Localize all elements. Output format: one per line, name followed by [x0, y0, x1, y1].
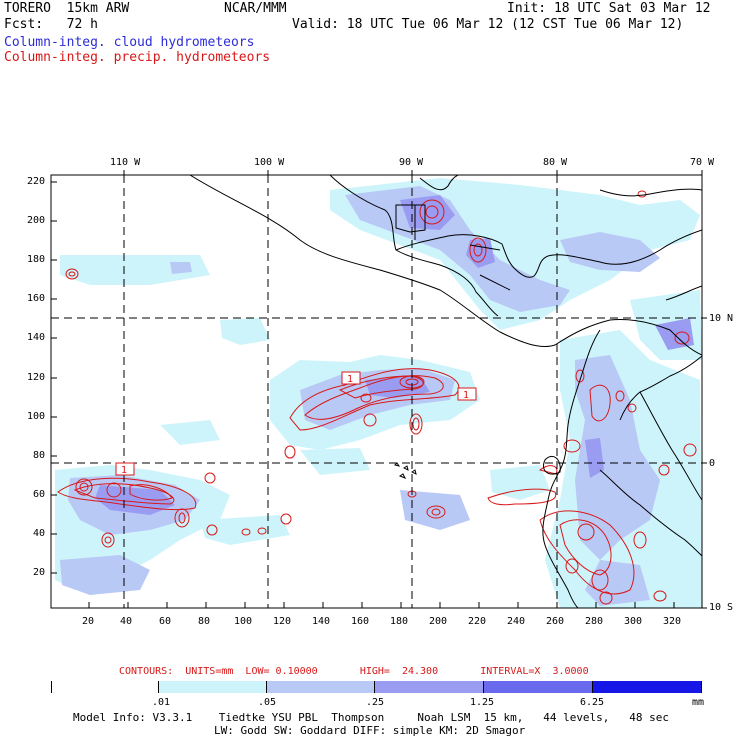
y-tick-80: 80 [33, 450, 46, 461]
x-tick-320: 320 [663, 616, 682, 627]
contour-label-2: 1 [463, 390, 469, 401]
x-tick-180: 180 [390, 616, 409, 627]
x-tick-200: 200 [429, 616, 448, 627]
lat-label-10n: 10 N [709, 313, 734, 324]
colorbar-bin-4 [484, 681, 593, 693]
colorbar-label-1: .05 [258, 697, 277, 708]
colorbar-bin-0 [52, 681, 159, 693]
model-info-line2: LW: Godd SW: Goddard DIFF: simple KM: 2D… [214, 724, 526, 737]
y-tick-20: 20 [33, 567, 46, 578]
lon-label-100w: 100 W [254, 157, 285, 168]
colorbar-label-3: 1.25 [470, 697, 495, 708]
org-label: NCAR/MMM [224, 1, 287, 16]
y-tick-180: 180 [27, 254, 46, 265]
colorbar-label-4: 6.25 [580, 697, 605, 708]
lon-label-90w: 90 W [399, 157, 424, 168]
y-tick-120: 120 [27, 372, 46, 383]
contour-labels: 1 1 1 [115, 371, 477, 476]
colorbar-bin-1 [159, 681, 267, 693]
contour-label-3: 1 [121, 465, 127, 476]
x-tick-100: 100 [234, 616, 253, 627]
lon-label-110w: 110 W [110, 157, 141, 168]
x-tick-140: 140 [312, 616, 331, 627]
coastlines [189, 175, 702, 608]
x-tick-60: 60 [159, 616, 172, 627]
x-tick-300: 300 [624, 616, 643, 627]
valid-time: Valid: 18 UTC Tue 06 Mar 12 (12 CST Tue … [292, 17, 684, 32]
axis-ticks [51, 170, 707, 609]
y-tick-220: 220 [27, 176, 46, 187]
x-tick-120: 120 [273, 616, 292, 627]
x-tick-20: 20 [82, 616, 95, 627]
y-tick-60: 60 [33, 489, 46, 500]
forecast-hour: Fcst: 72 h [4, 17, 98, 32]
lon-label-70w: 70 W [690, 157, 715, 168]
colorbar-unit: mm [692, 697, 705, 708]
contour-label-1: 1 [347, 374, 353, 385]
colorbar-label-2: .25 [366, 697, 385, 708]
x-tick-220: 220 [468, 616, 487, 627]
colorbar-bin-2 [267, 681, 375, 693]
x-tick-40: 40 [120, 616, 133, 627]
x-tick-260: 260 [546, 616, 565, 627]
x-tick-240: 240 [507, 616, 526, 627]
lon-label-80w: 80 W [543, 157, 568, 168]
lat-label-0: 0 [709, 458, 716, 469]
lat-label-10s: 10 S [709, 602, 734, 613]
model-title: TORERO 15km ARW [4, 1, 130, 16]
y-tick-160: 160 [27, 293, 46, 304]
y-tick-200: 200 [27, 215, 46, 226]
map-frame [50, 174, 703, 609]
colorbar-bin-3 [375, 681, 484, 693]
y-tick-40: 40 [33, 528, 46, 539]
x-tick-80: 80 [198, 616, 211, 627]
init-time: Init: 18 UTC Sat 03 Mar 12 [507, 1, 711, 16]
model-info-line1: Model Info: V3.3.1 Tiedtke YSU PBL Thomp… [73, 711, 670, 724]
precip-contours [57, 190, 697, 605]
lat-lon-grid [51, 175, 702, 608]
colorbar-bin-5 [593, 681, 701, 693]
x-tick-160: 160 [351, 616, 370, 627]
x-tick-280: 280 [585, 616, 604, 627]
colorbar-label-0: .01 [152, 697, 171, 708]
precip-field-label: Column-integ. precip. hydrometeors [4, 50, 271, 65]
cloud-field-label: Column-integ. cloud hydrometeors [4, 35, 255, 50]
y-tick-100: 100 [27, 411, 46, 422]
y-tick-140: 140 [27, 332, 46, 343]
contour-info: CONTOURS: UNITS=mm LOW= 0.10000 HIGH= 24… [119, 666, 589, 677]
